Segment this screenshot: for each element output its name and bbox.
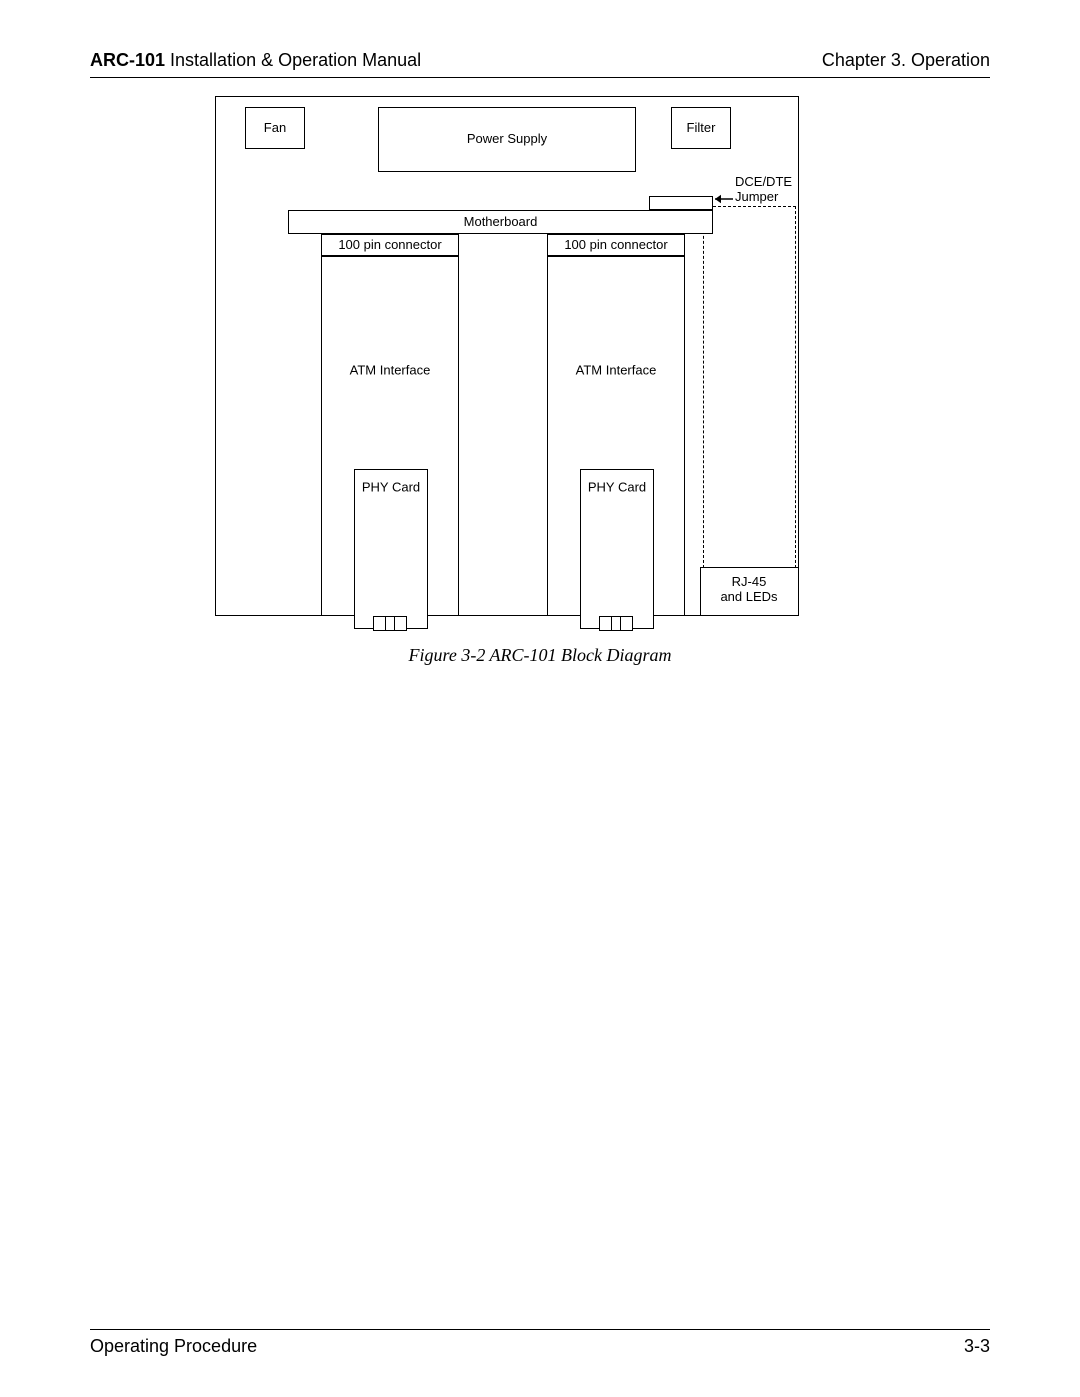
box-conn-right: 100 pin connector — [547, 234, 685, 256]
label-phy-r: PHY Card — [588, 481, 646, 496]
dce-dte-arrow-icon — [707, 191, 741, 207]
box-filter: Filter — [671, 107, 731, 149]
box-tab-left-inner — [385, 616, 395, 631]
label-atm-l: ATM Interface — [350, 364, 431, 379]
footer-section: Operating Procedure — [90, 1336, 257, 1357]
label-dce-dte: DCE/DTEJumper — [735, 175, 792, 205]
header-left: ARC-101 Installation & Operation Manual — [90, 50, 421, 71]
box-motherboard: Motherboard — [288, 210, 713, 234]
label-rj45: RJ-45and LEDs — [720, 575, 777, 605]
manual-title: Installation & Operation Manual — [165, 50, 421, 70]
footer-page-number: 3-3 — [964, 1336, 990, 1357]
figure-container: Fan Power Supply Filter Motherboard100 pin … — [90, 96, 990, 666]
box-conn-left: 100 pin connector — [321, 234, 459, 256]
box-tab-right-inner — [611, 616, 621, 631]
box-power-supply: Power Supply — [378, 107, 636, 172]
page-header: ARC-101 Installation & Operation Manual … — [90, 50, 990, 78]
header-chapter: Chapter 3. Operation — [822, 50, 990, 71]
box-fan: Fan — [245, 107, 305, 149]
figure-caption: Figure 3-2 ARC-101 Block Diagram — [409, 645, 672, 666]
product-name: ARC-101 — [90, 50, 165, 70]
label-atm-r: ATM Interface — [576, 364, 657, 379]
label-phy-l: PHY Card — [362, 481, 420, 496]
block-diagram: Fan Power Supply Filter Motherboard100 pin … — [215, 96, 865, 631]
page-footer: Operating Procedure 3-3 — [90, 1329, 990, 1357]
box-jumper-box — [649, 196, 713, 210]
rj45-dashed-region — [703, 206, 796, 568]
